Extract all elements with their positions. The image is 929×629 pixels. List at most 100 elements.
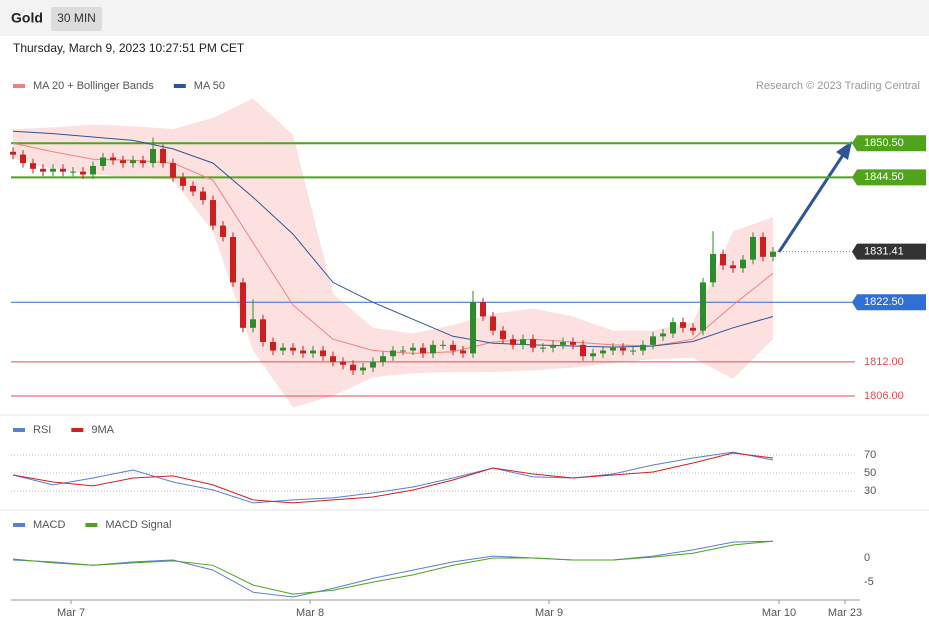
legend-label: MACD — [33, 519, 65, 531]
candle-body — [720, 254, 726, 266]
candle-body — [580, 344, 586, 357]
candle-body — [680, 322, 686, 328]
candle-body — [480, 302, 486, 317]
x-tick-label: Mar 10 — [762, 607, 796, 619]
y-tick-label: 30 — [864, 485, 876, 497]
x-tick-label: Mar 23 — [828, 607, 862, 619]
candle-body — [570, 342, 576, 345]
legend-swatch — [13, 523, 25, 527]
candle-body — [60, 168, 66, 172]
series-line — [12, 130, 774, 348]
candle-body — [510, 339, 516, 345]
candle-body — [80, 171, 86, 175]
legend-label: MA 20 + Bollinger Bands — [33, 80, 154, 92]
candle-body — [10, 151, 16, 155]
candle-body — [390, 350, 396, 357]
candle-body — [520, 339, 526, 345]
candle-body — [660, 333, 666, 337]
candle-body — [50, 168, 56, 172]
candle-body — [710, 254, 716, 283]
candle-body — [290, 347, 296, 351]
level-tag — [852, 294, 926, 311]
candle-body — [350, 364, 356, 371]
legend-swatch — [173, 84, 186, 88]
candle-body — [220, 225, 226, 237]
candle-body — [620, 347, 626, 351]
legend-swatch — [13, 84, 25, 88]
candle-body — [300, 350, 306, 354]
candle-body — [210, 200, 216, 226]
candle-body — [750, 236, 756, 260]
candle-body — [140, 160, 146, 164]
candle-body — [260, 319, 266, 343]
series-line — [12, 540, 774, 598]
candle-body — [120, 160, 126, 164]
candle-body — [400, 350, 406, 352]
candle-body — [700, 282, 706, 331]
legend-swatch — [13, 428, 25, 432]
candle-body — [110, 157, 116, 161]
level-label: 1806.00 — [864, 390, 904, 402]
x-tick-label: Mar 8 — [296, 607, 324, 619]
interval-label: 30 MIN — [57, 11, 96, 25]
candle-body — [90, 165, 96, 175]
candle-body — [340, 361, 346, 365]
candle-body — [310, 350, 316, 354]
level-label: 1850.50 — [864, 137, 904, 149]
level-tag — [852, 135, 926, 152]
candle-body — [590, 353, 596, 357]
candle-body — [150, 148, 156, 164]
x-tick-label: Mar 7 — [57, 607, 85, 619]
candle-body — [250, 319, 256, 328]
forecast-arrow — [777, 154, 845, 253]
last-price-tag — [852, 243, 926, 260]
candle-body — [740, 259, 746, 269]
candle-body — [100, 157, 106, 166]
y-tick-label: 70 — [864, 449, 876, 461]
level-label: 1822.50 — [864, 296, 904, 308]
candle-body — [550, 344, 556, 348]
candle-body — [460, 350, 466, 354]
series-line — [12, 540, 774, 595]
candle-body — [760, 236, 766, 257]
y-tick-label: 0 — [864, 552, 870, 564]
candle-body — [440, 344, 446, 346]
legend-label: MA 50 — [194, 80, 225, 92]
interval-badge[interactable] — [51, 7, 102, 31]
candle-body — [490, 316, 496, 331]
x-tick-label: Mar 9 — [535, 607, 563, 619]
forecast-arrow-head — [836, 141, 852, 160]
candle-body — [530, 339, 536, 348]
candle-body — [40, 168, 46, 172]
legend-label: RSI — [33, 424, 51, 436]
candle-body — [430, 344, 436, 354]
candle-body — [170, 163, 176, 178]
series-line — [12, 451, 774, 504]
timestamp: Thursday, March 9, 2023 10:27:51 PM CET — [13, 41, 245, 55]
candle-body — [200, 191, 206, 201]
candle-body — [420, 347, 426, 354]
candle-body — [30, 163, 36, 169]
candle-body — [180, 177, 186, 186]
candle-body — [730, 265, 736, 269]
candle-body — [330, 356, 336, 362]
candle-body — [370, 361, 376, 368]
candle-body — [450, 344, 456, 351]
candle-body — [540, 347, 546, 349]
candle-body — [70, 171, 76, 173]
candle-body — [560, 342, 566, 345]
candle-body — [610, 347, 616, 351]
candle-body — [160, 148, 166, 164]
level-tag — [852, 169, 926, 186]
candle-body — [320, 350, 326, 357]
legend-swatch — [85, 523, 98, 527]
legend-label: MACD Signal — [105, 519, 171, 531]
candle-body — [650, 336, 656, 345]
level-label: 1812.00 — [864, 356, 904, 368]
y-tick-label: 50 — [864, 467, 876, 479]
last-price-label: 1831.41 — [864, 246, 904, 258]
candle-body — [470, 302, 476, 354]
candle-body — [190, 185, 196, 192]
